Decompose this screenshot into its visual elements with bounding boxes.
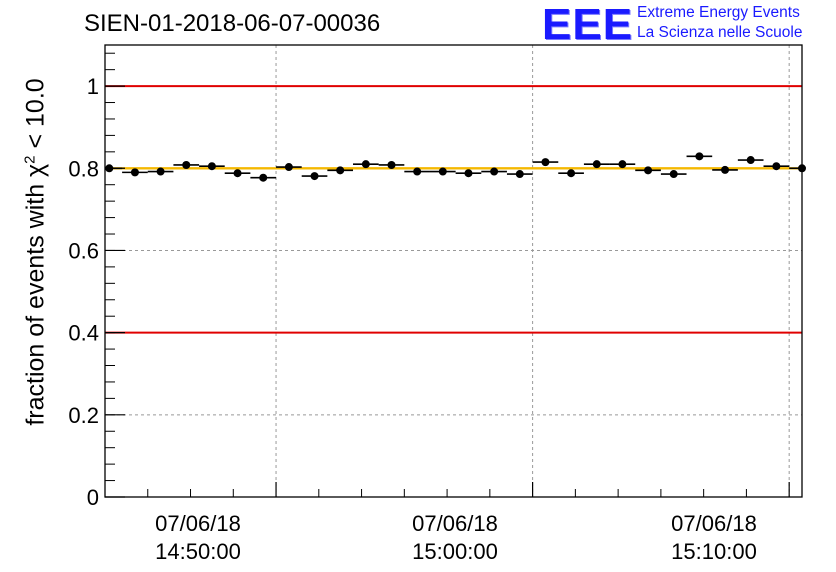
marker [695,152,704,161]
y-axis-label: fraction of events with χ2 < 10.0 [21,78,50,426]
marker [310,172,319,181]
x-tick-label-2: 07/06/18 15:00:00 [385,510,525,566]
data-point [199,162,225,171]
eee-logo: EEE Extreme Energy Events La Scienza nel… [542,0,832,49]
x-tick-date: 07/06/18 [412,511,498,536]
x-tick-date: 07/06/18 [671,511,757,536]
data-point [763,162,790,171]
marker [387,160,396,169]
y-tick-label: 0.8 [68,156,99,181]
data-point [635,166,661,175]
x-tick-time: 15:10:00 [671,539,757,564]
marker [464,169,473,178]
data-point [558,169,584,178]
data-point [737,156,764,165]
data-point [506,170,533,179]
data-point [532,158,559,167]
data-points [105,152,806,182]
data-point [712,165,738,174]
y-tick-label: 0.6 [68,238,99,263]
marker [207,162,216,171]
marker [772,162,781,171]
data-point [609,160,636,169]
data-point [789,164,806,173]
marker [592,160,601,169]
data-point [224,169,251,178]
marker [182,160,191,169]
marker [336,166,345,175]
chart-title: SIEN-01-2018-06-07-00036 [84,10,381,37]
logo-line-1: Extreme Energy Events [637,4,800,21]
marker [156,167,165,176]
marker [284,163,293,172]
marker [413,167,422,176]
marker [567,169,576,178]
marker [438,167,447,176]
data-point [660,170,687,179]
marker [130,168,139,177]
data-point [686,152,713,161]
x-tick-label-3: 07/06/18 15:10:00 [644,510,784,566]
data-point [404,167,430,176]
marker [669,170,678,179]
data-point [173,160,200,169]
data-point [455,169,482,178]
logo-mark: EEE [542,0,634,49]
y-tick-label: 0.2 [68,403,99,428]
marker [490,167,499,176]
y-tick-label: 0.4 [68,321,99,346]
logo-line-2: La Scienza nelle Scuole [637,24,803,41]
axis-ticks [105,52,790,498]
marker [361,160,370,169]
data-point [583,160,610,169]
data-point [276,163,302,172]
x-tick-time: 14:50:00 [155,539,241,564]
marker [721,165,730,174]
marker [259,173,268,182]
y-tick-label: 1 [87,74,99,99]
data-point [147,167,174,176]
reference-lines [105,85,802,334]
marker [541,158,550,167]
y-tick-label: 0 [87,485,99,510]
data-point [378,160,405,169]
marker [746,156,755,165]
marker [233,169,242,178]
x-tick-label-1: 07/06/18 14:50:00 [128,510,268,566]
data-point [353,160,379,169]
data-point [429,167,456,176]
x-tick-time: 15:00:00 [412,539,498,564]
marker [515,170,524,179]
grid-lines [105,45,802,497]
marker [644,166,653,175]
marker [618,160,627,169]
x-tick-date: 07/06/18 [155,511,241,536]
data-point [301,172,328,181]
data-point [327,166,354,175]
data-point [250,173,277,182]
data-point [122,168,148,177]
data-point [481,167,507,176]
plot-frame [104,44,803,498]
y-tick-labels: 0 0.2 0.4 0.6 0.8 1 [68,74,99,510]
